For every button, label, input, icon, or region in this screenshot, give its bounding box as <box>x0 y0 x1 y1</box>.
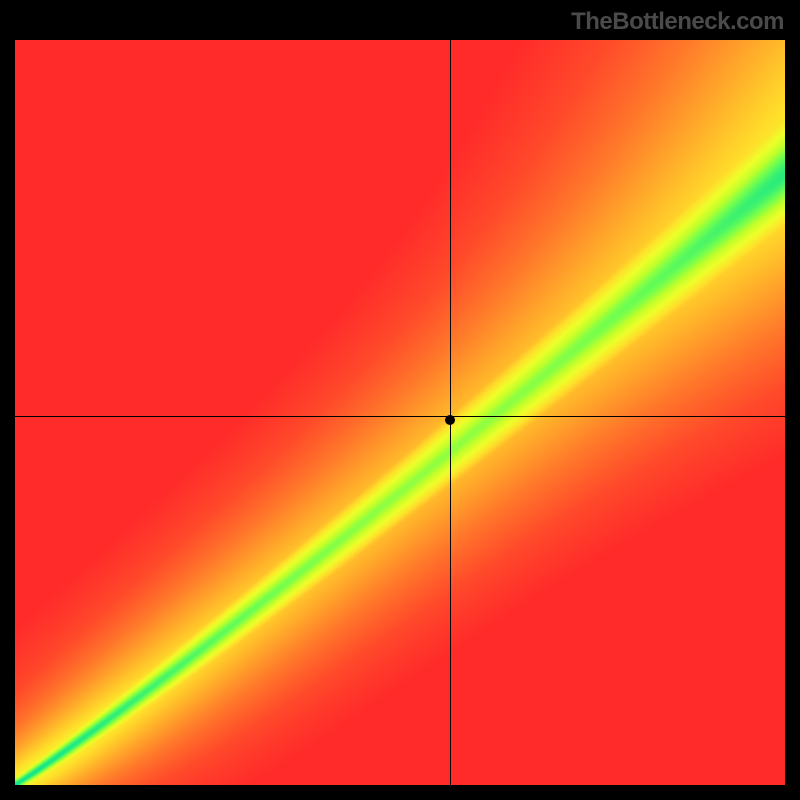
crosshair-vertical <box>450 40 451 785</box>
marker-dot <box>445 415 455 425</box>
watermark-text: TheBottleneck.com <box>571 8 784 36</box>
crosshair-horizontal <box>15 416 785 417</box>
chart-container: TheBottleneck.com <box>0 0 800 800</box>
heatmap-canvas <box>15 40 785 785</box>
heatmap-plot-area <box>15 40 785 785</box>
